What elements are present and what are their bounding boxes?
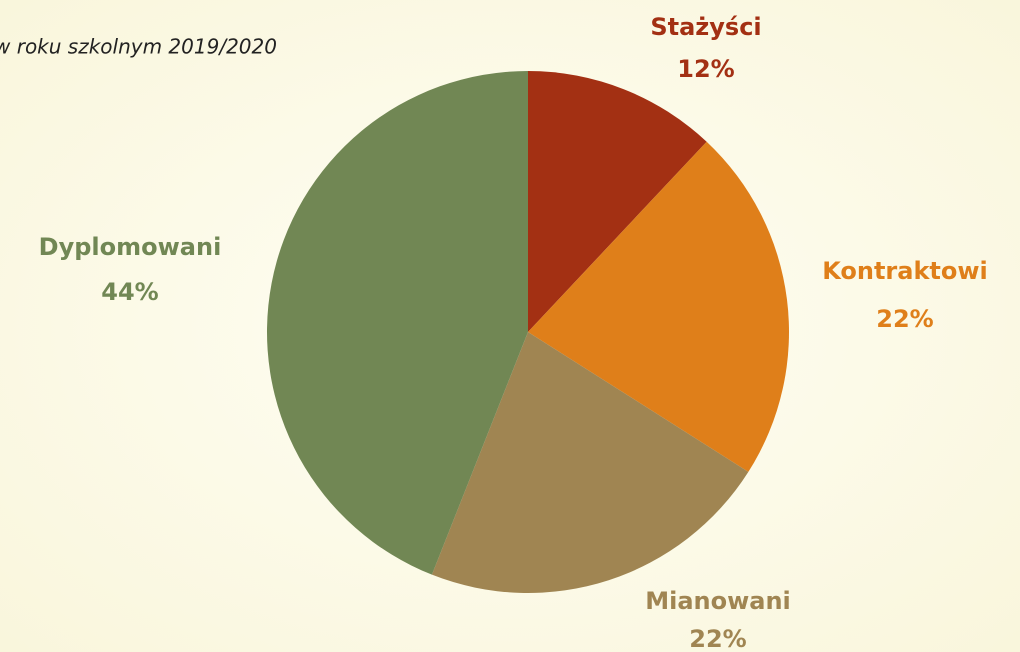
subtitle: w roku szkolnym 2019/2020 [0, 35, 277, 59]
pie-slice [431, 332, 749, 593]
category-label: Mianowani [645, 587, 791, 615]
pie-slice [528, 141, 789, 472]
value-label: 22% [876, 305, 933, 333]
pie-slice [528, 71, 707, 332]
category-label: Kontraktowi [822, 257, 988, 285]
value-label: 44% [101, 278, 158, 306]
value-label: 22% [689, 625, 746, 652]
value-label: 12% [677, 55, 734, 83]
pie-slice [266, 71, 528, 575]
category-label: Dyplomowani [39, 233, 222, 261]
category-label: Stażyści [650, 13, 761, 41]
